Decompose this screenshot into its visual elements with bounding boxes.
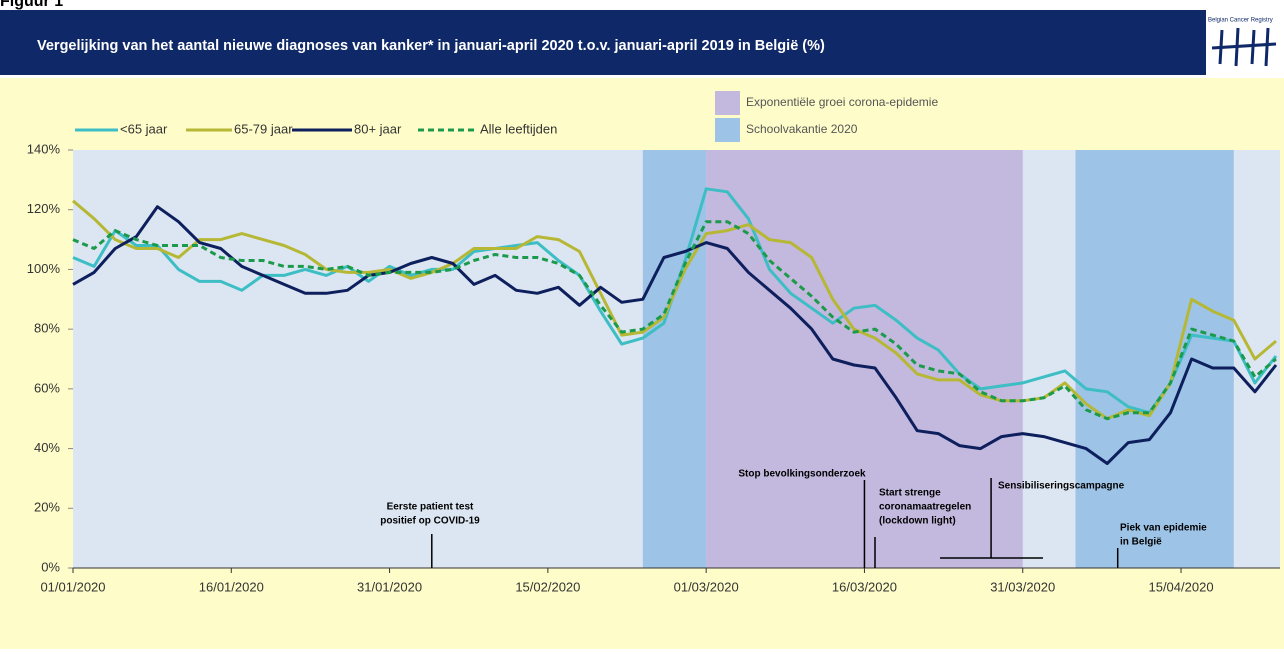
annotation-text: Sensibiliseringscampagne xyxy=(998,481,1125,492)
annotation-text: Start strenge xyxy=(879,488,941,499)
annotation-text: Eerste patient test xyxy=(387,502,474,513)
legend-label: 65-79 jaar xyxy=(234,121,293,136)
region-legend-label: Exponentiële groei corona-epidemie xyxy=(746,95,938,109)
region xyxy=(642,150,707,568)
region-legend-label: Schoolvakantie 2020 xyxy=(746,122,858,136)
header-bar xyxy=(0,10,1206,75)
x-tick-label: 01/03/2020 xyxy=(674,579,739,594)
chart-title: Vergelijking van het aantal nieuwe diagn… xyxy=(37,38,825,54)
x-tick-label: 16/01/2020 xyxy=(199,579,264,594)
annotation-text: (lockdown light) xyxy=(879,516,956,527)
y-tick-label: 40% xyxy=(34,440,60,455)
x-tick-label: 15/04/2020 xyxy=(1148,579,1213,594)
y-tick-label: 140% xyxy=(27,141,61,156)
annotation-text: Stop bevolkingsonderzoek xyxy=(738,469,866,480)
y-tick-label: 80% xyxy=(34,321,60,336)
region-legend-swatch xyxy=(715,118,740,142)
annotation-text: Piek van epidemie xyxy=(1120,523,1207,534)
logo xyxy=(1211,27,1277,67)
region-legend-swatch xyxy=(715,91,740,115)
x-tick-label: 16/03/2020 xyxy=(832,579,897,594)
y-tick-label: 0% xyxy=(41,559,60,574)
logo-text: Belgian Cancer Registry xyxy=(1208,18,1273,24)
region xyxy=(1075,150,1234,568)
y-tick-label: 100% xyxy=(27,261,61,276)
y-tick-label: 20% xyxy=(34,500,60,515)
series-line xyxy=(72,199,1277,421)
x-tick-label: 31/03/2020 xyxy=(990,579,1055,594)
legend-label: 80+ jaar xyxy=(354,121,402,136)
annotation-text: in België xyxy=(1120,537,1162,548)
x-tick-label: 15/02/2020 xyxy=(515,579,580,594)
legend-label: <65 jaar xyxy=(120,121,168,136)
annotation-text: coronamaatregelen xyxy=(879,502,971,513)
y-tick-label: 120% xyxy=(27,201,61,216)
y-tick-label: 60% xyxy=(34,380,60,395)
series-line xyxy=(72,220,1277,421)
annotation-text: positief op COVID-19 xyxy=(380,516,480,527)
x-tick-label: 01/01/2020 xyxy=(40,579,105,594)
figure-label: Figuur 1 xyxy=(0,0,63,10)
legend-label: Alle leeftijden xyxy=(480,121,557,136)
series-line xyxy=(72,205,1278,465)
x-tick-label: 31/01/2020 xyxy=(357,579,422,594)
